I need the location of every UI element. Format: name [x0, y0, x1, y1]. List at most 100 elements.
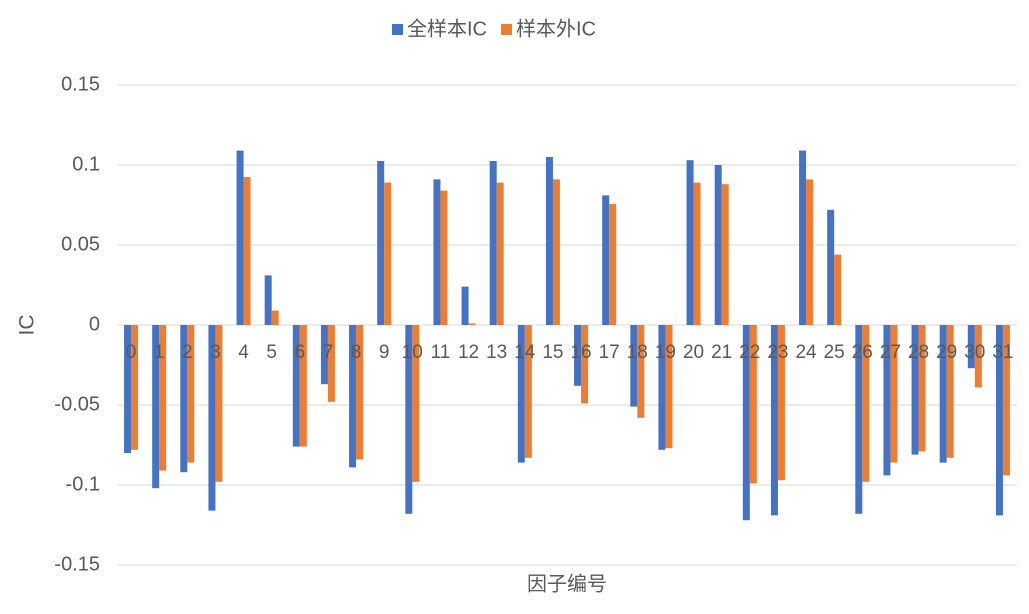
bar [299, 325, 307, 447]
bar [405, 325, 413, 514]
bar [489, 161, 497, 325]
x-tick-label: 10 [402, 342, 423, 363]
bar [890, 325, 898, 463]
bar [939, 325, 947, 463]
x-tick-label: 19 [655, 342, 676, 363]
bar [271, 310, 279, 325]
y-axis-label: IC [16, 315, 39, 336]
x-tick-label: 14 [514, 342, 536, 363]
bar [349, 325, 357, 468]
bar [581, 325, 589, 404]
x-tick-label: 8 [351, 342, 362, 363]
bar [721, 184, 729, 325]
x-tick-label: 22 [739, 342, 760, 363]
x-tick-label: 3 [210, 342, 221, 363]
x-tick-label: 5 [266, 342, 277, 363]
x-axis-label: 因子编号 [527, 572, 607, 595]
bar [799, 150, 807, 325]
bar [834, 254, 842, 325]
bar [637, 325, 645, 418]
x-tick-label: 1 [154, 342, 165, 363]
bar [883, 325, 891, 476]
bar [609, 204, 617, 325]
bar [468, 323, 476, 325]
x-tick-label: 29 [936, 342, 957, 363]
bar [243, 177, 251, 325]
y-tick-label: -0.15 [54, 553, 100, 575]
bar [320, 325, 328, 385]
bar [602, 195, 610, 325]
bar [440, 190, 448, 325]
legend-label: 全样本IC [407, 17, 487, 40]
bar [327, 325, 335, 402]
x-tick-label: 23 [767, 342, 788, 363]
bar [356, 325, 364, 460]
bar [946, 325, 954, 458]
x-tick-label: 9 [379, 342, 390, 363]
bar [995, 325, 1003, 516]
bar [124, 325, 132, 453]
y-tick-label: -0.05 [54, 393, 100, 415]
bar [574, 325, 582, 386]
bar [292, 325, 300, 447]
legend-label: 样本外IC [516, 17, 596, 40]
bar [714, 165, 722, 325]
y-tick-label: 0 [89, 313, 100, 335]
x-tick-label: 27 [880, 342, 901, 363]
bar [630, 325, 638, 407]
x-tick-label: 0 [126, 342, 137, 363]
x-tick-label: 15 [542, 342, 563, 363]
x-tick-label: 21 [711, 342, 732, 363]
x-tick-label: 28 [908, 342, 929, 363]
bar [461, 286, 469, 325]
bar [974, 325, 982, 388]
y-tick-label: -0.1 [66, 473, 100, 495]
bar [187, 325, 195, 463]
legend-swatch [392, 24, 403, 35]
bar [911, 325, 919, 455]
x-tick-label: 4 [238, 342, 249, 363]
bar [686, 160, 694, 325]
x-tick-label: 17 [599, 342, 620, 363]
x-tick-label: 13 [486, 342, 507, 363]
bar [862, 325, 870, 482]
bar [412, 325, 420, 482]
x-tick-label: 16 [570, 342, 591, 363]
x-tick-label: 31 [992, 342, 1013, 363]
x-tick-label: 25 [824, 342, 845, 363]
bar [827, 209, 835, 325]
x-tick-label: 11 [431, 342, 451, 363]
bar [517, 325, 525, 463]
bar [918, 325, 926, 452]
bar [131, 325, 139, 450]
bar [749, 325, 757, 484]
bar [552, 179, 560, 325]
x-tick-label: 7 [323, 342, 334, 363]
y-tick-label: 0.15 [61, 73, 100, 95]
bar [777, 325, 785, 481]
x-tick-label: 18 [627, 342, 648, 363]
bar [693, 182, 701, 325]
bar [208, 325, 216, 511]
bar [433, 179, 441, 325]
y-tick-label: 0.05 [61, 233, 100, 255]
bar [967, 325, 975, 369]
bar [658, 325, 666, 450]
bar [236, 150, 244, 325]
bar [152, 325, 160, 489]
x-tick-label: 24 [795, 342, 817, 363]
x-tick-label: 20 [683, 342, 704, 363]
bar [377, 161, 385, 325]
bar [855, 325, 863, 514]
bar [496, 182, 504, 325]
bar [524, 325, 532, 458]
bar [384, 182, 392, 325]
x-tick-label: 2 [182, 342, 193, 363]
bar [159, 325, 167, 471]
x-tick-label: 12 [458, 342, 479, 363]
bar [665, 325, 673, 449]
x-tick-label: 26 [852, 342, 873, 363]
bar [742, 325, 750, 521]
bar [264, 275, 272, 325]
